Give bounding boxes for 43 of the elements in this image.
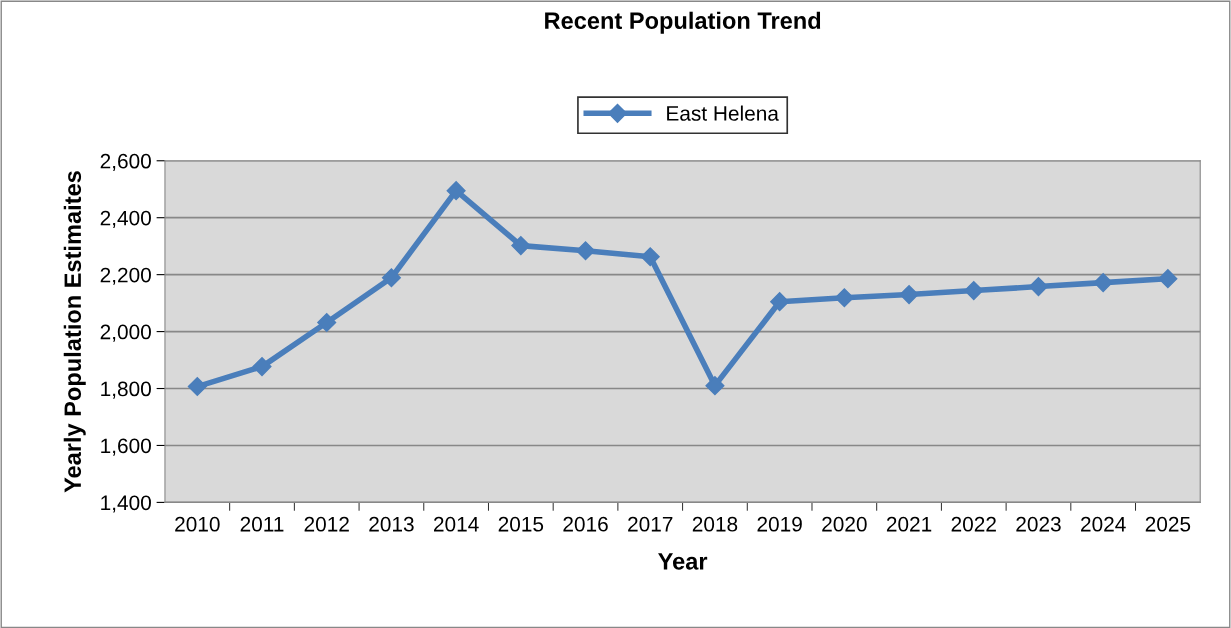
x-tick-label: 2025: [1145, 516, 1191, 532]
point: [1093, 273, 1113, 293]
x-tick-label: 2023: [1016, 516, 1061, 532]
x-tick-label: 2019: [757, 516, 802, 532]
x-tick-label: 2020: [822, 516, 867, 532]
point: [575, 241, 596, 261]
point: [446, 181, 466, 201]
point: [252, 357, 272, 377]
x-tick-label: 2021: [886, 516, 932, 532]
x-tick-label: 2016: [563, 516, 608, 532]
chart-title: Recent Population Trend: [545, 11, 821, 34]
point: [1028, 277, 1048, 297]
y-tick-label: 1,400: [101, 495, 151, 513]
x-tick-label: 2013: [369, 516, 414, 532]
point: [1158, 269, 1178, 289]
point: [899, 285, 919, 305]
point: [964, 281, 984, 301]
y-tick-label: 1,600: [101, 438, 151, 456]
x-tick-label: 2022: [951, 516, 996, 532]
x-tick-label: 2024: [1081, 516, 1126, 532]
x-tick-label: 2014: [434, 516, 479, 532]
x-tick-label: 2017: [628, 516, 673, 532]
x-tick-label: 2015: [498, 516, 544, 532]
point: [317, 312, 337, 333]
point: [381, 268, 401, 288]
y-tick-label: 2,200: [100, 267, 151, 285]
x-tick-label: 2018: [692, 516, 738, 532]
y-tick-label: 1,800: [101, 381, 151, 399]
x-tick-label: 2012: [304, 516, 349, 532]
y-tick-label: 2,600: [100, 153, 151, 171]
y-tick-label: 2,400: [100, 210, 151, 228]
point: [187, 376, 207, 397]
legend-label: East Helena: [667, 105, 779, 121]
x-axis-title: Year: [658, 553, 708, 570]
y-axis-title: Yearly Population Estimaites: [63, 171, 86, 493]
point: [770, 292, 790, 312]
x-tick-label: 2010: [175, 516, 220, 532]
point: [834, 288, 854, 308]
point: [705, 376, 725, 396]
point: [511, 236, 531, 256]
y-tick-label: 2,000: [100, 324, 151, 342]
point: [640, 247, 660, 267]
x-tick-label: 2011: [240, 516, 284, 532]
